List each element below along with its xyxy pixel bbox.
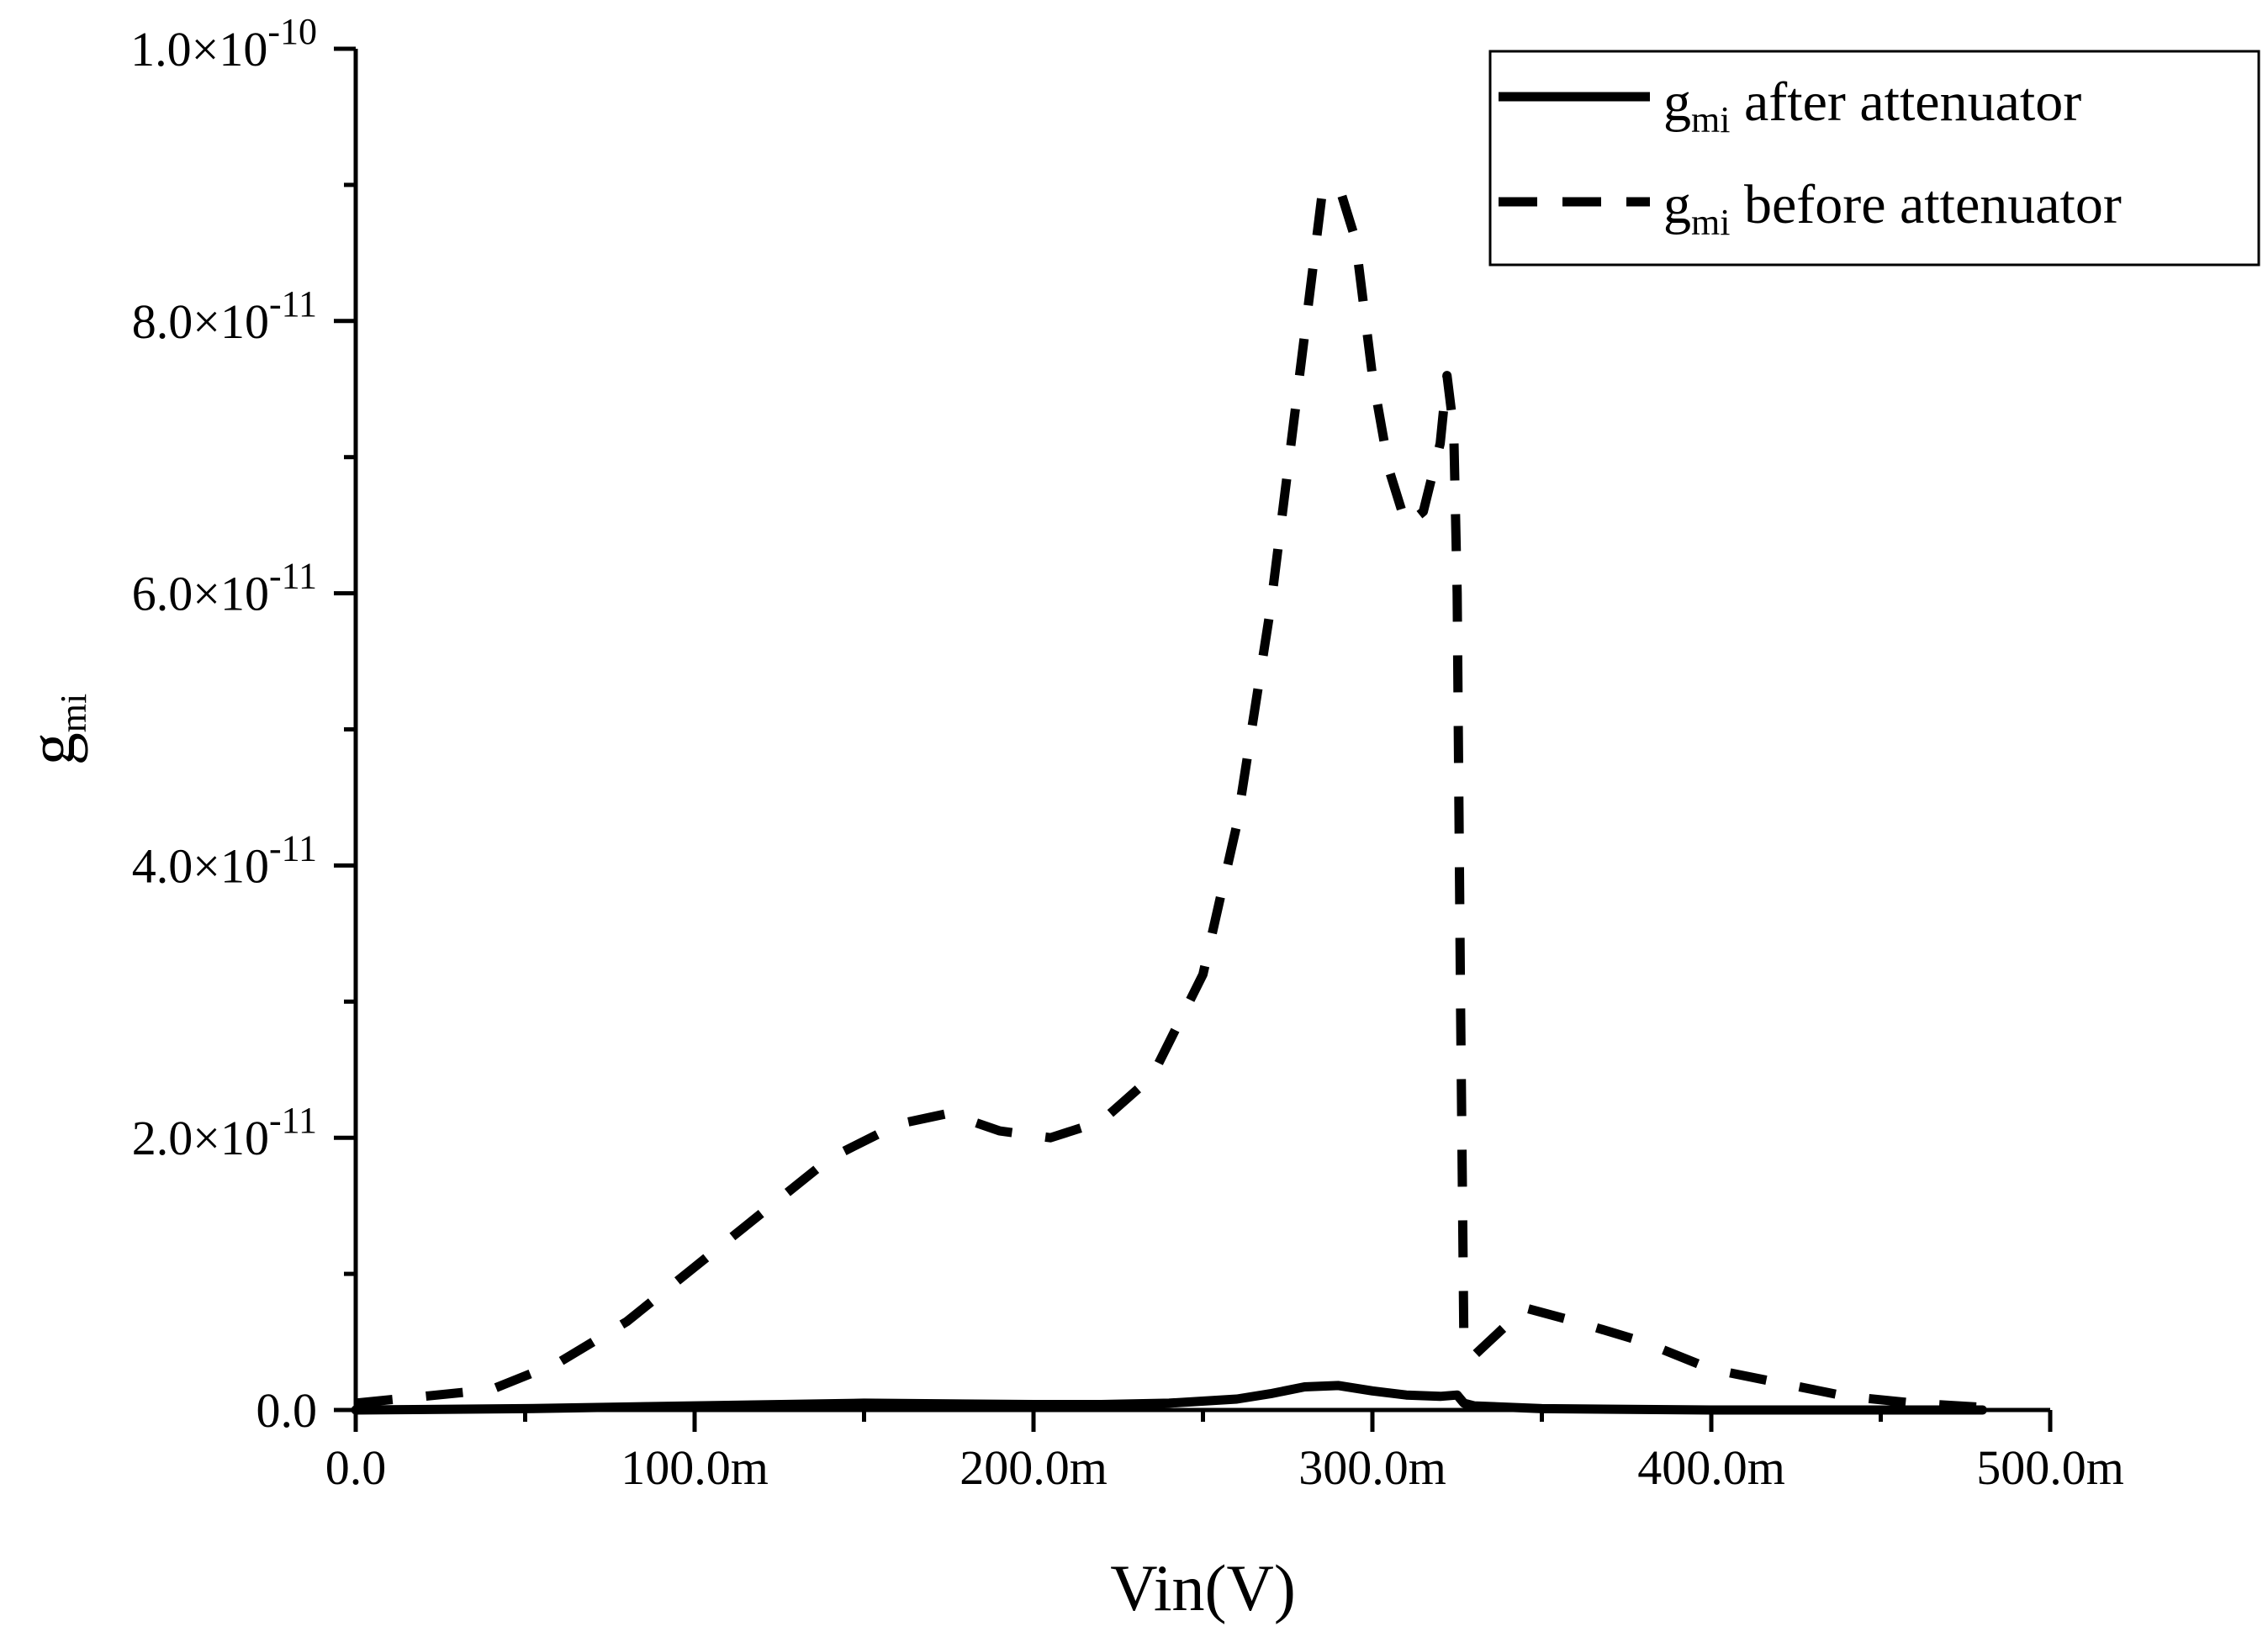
plot-lines (351, 180, 1987, 1415)
legend-box (1488, 50, 2260, 267)
y-ticks: 0.0 2.0×10-11 4.0×10-11 6.0×10-11 8.0×10-11 1… (130, 11, 356, 1438)
x-tick-label: 200.0m (960, 1440, 1108, 1495)
y-axis-title-base: g (15, 732, 88, 765)
y-tick-label: 6.0×10-11 (132, 556, 317, 621)
y-tick-label: 4.0×10-11 (132, 827, 317, 893)
x-tick-label: 100.0m (621, 1440, 769, 1495)
x-ticks: 0.0 100.0m 200.0m 300.0m 400.0m 500.0m (325, 1410, 2124, 1495)
svg-text:gmi: gmi (15, 694, 94, 765)
x-tick-label: 400.0m (1637, 1440, 1785, 1495)
x-tick-label: 500.0m (1976, 1440, 2124, 1495)
y-tick-label: 8.0×10-11 (132, 283, 317, 349)
y-axis-title: gmi (15, 694, 94, 765)
legend: gmi after attenuator gmi before attenuat… (1488, 50, 2260, 267)
x-tick-label: 0.0 (325, 1440, 387, 1495)
y-tick-label: 0.0 (256, 1383, 318, 1438)
series-line-after-attenuator (351, 1381, 1987, 1415)
legend-label-before-attenuator: gmi before attenuator (1663, 174, 2122, 243)
y-axis-title-sub: mi (53, 694, 94, 732)
legend-label-after-attenuator: gmi after attenuator (1663, 71, 2081, 140)
x-tick-label: 300.0m (1298, 1440, 1446, 1495)
series-line-before-attenuator (355, 180, 1983, 1413)
x-axis-title: Vin(V) (1110, 1551, 1296, 1624)
y-tick-label: 2.0×10-11 (132, 1100, 317, 1165)
y-tick-label: 1.0×10-10 (130, 11, 317, 77)
